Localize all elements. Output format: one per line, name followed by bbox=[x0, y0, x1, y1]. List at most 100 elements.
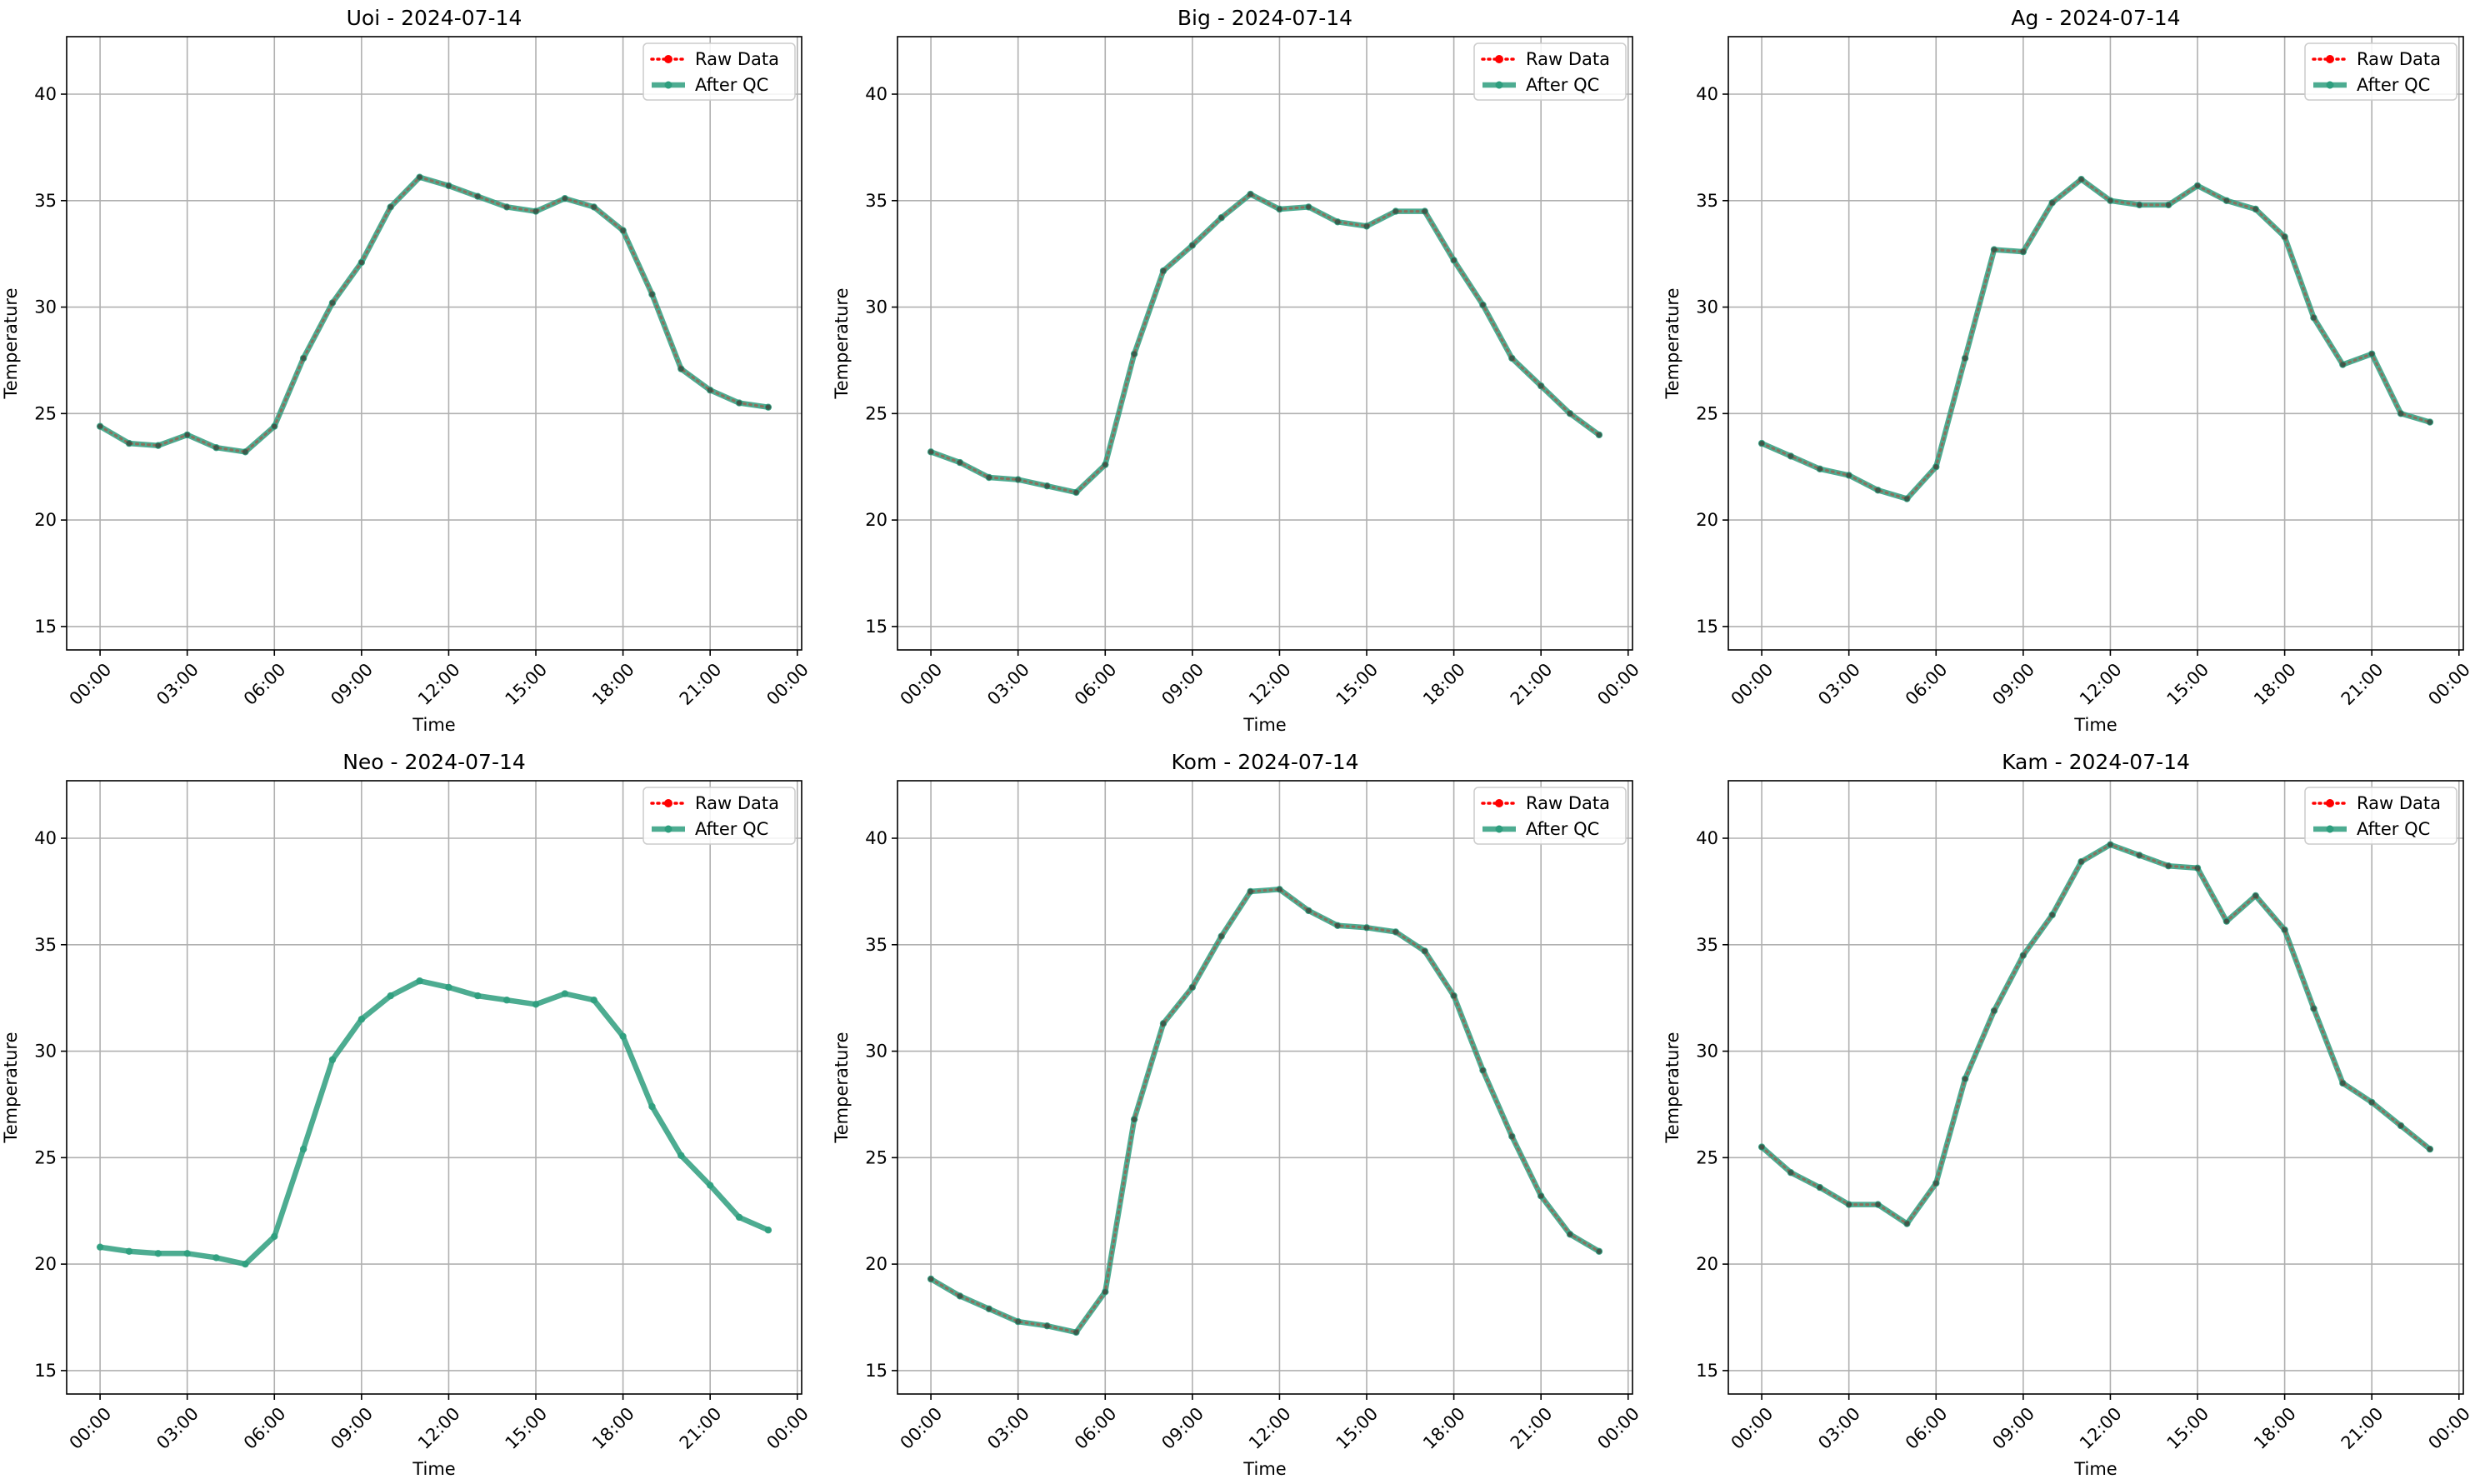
raw-data-point bbox=[1538, 382, 1544, 389]
raw-data-point bbox=[736, 400, 742, 406]
raw-data-point bbox=[1846, 472, 1852, 478]
y-tick-label: 25 bbox=[34, 403, 57, 423]
y-tick-label: 30 bbox=[34, 1042, 57, 1062]
raw-data-point bbox=[1189, 242, 1196, 248]
x-tick-label: 06:00 bbox=[1902, 1403, 1952, 1453]
raw-data-point bbox=[2020, 952, 2027, 958]
raw-data-point bbox=[1567, 1232, 1573, 1237]
chart-panel: 00:00 03:00 06:00 09:00 12:00 15:00 18:00 21:00… bbox=[1662, 6, 2474, 735]
raw-data-point bbox=[1758, 440, 1765, 447]
raw-data-point bbox=[928, 449, 934, 455]
raw-data-point bbox=[1509, 1133, 1515, 1139]
raw-data-point bbox=[1596, 1248, 1602, 1254]
series-line-after-qc bbox=[1758, 176, 2433, 502]
raw-data-point bbox=[986, 1306, 992, 1312]
legend-label: Raw Data bbox=[1526, 49, 1610, 69]
y-tick-label: 15 bbox=[1696, 617, 1718, 637]
y-tick-label: 35 bbox=[1696, 935, 1718, 955]
x-tick-label: 18:00 bbox=[1419, 1403, 1469, 1453]
after-qc-point bbox=[299, 1145, 308, 1153]
raw-data-point bbox=[1131, 1117, 1138, 1122]
x-tick-label: 06:00 bbox=[1071, 659, 1121, 709]
raw-data-point bbox=[155, 442, 162, 448]
x-tick-label: 09:00 bbox=[327, 1403, 377, 1453]
raw-data-point bbox=[2194, 182, 2201, 189]
raw-data-point bbox=[1218, 215, 1224, 221]
chart-panel: 00:00 03:00 06:00 09:00 12:00 15:00 18:00 21:00… bbox=[1662, 750, 2474, 1479]
x-tick-label: 06:00 bbox=[1071, 1403, 1121, 1453]
y-tick-label: 30 bbox=[1696, 1042, 1718, 1062]
x-axis-label: Time bbox=[1242, 715, 1286, 735]
raw-data-point bbox=[503, 204, 510, 210]
y-tick-label: 20 bbox=[865, 1254, 888, 1274]
raw-data-point bbox=[2311, 315, 2317, 321]
after-qc-point bbox=[532, 1001, 540, 1008]
raw-data-point bbox=[2282, 234, 2288, 240]
legend-raw-marker bbox=[2326, 799, 2334, 807]
x-tick-label: 18:00 bbox=[588, 1403, 638, 1453]
legend-label: Raw Data bbox=[695, 49, 779, 69]
raw-data-point bbox=[1248, 191, 1253, 197]
chart-title: Ag - 2024-07-14 bbox=[2011, 6, 2180, 30]
chart-title: Kam - 2024-07-14 bbox=[2002, 750, 2190, 774]
raw-data-point bbox=[1904, 1221, 1910, 1227]
after-qc-point bbox=[445, 983, 452, 992]
raw-data-point bbox=[1334, 922, 1341, 928]
y-tick-label: 15 bbox=[34, 617, 57, 637]
y-tick-label: 35 bbox=[865, 935, 888, 955]
x-tick-label: 12:00 bbox=[1245, 1403, 1295, 1453]
x-tick-label: 09:00 bbox=[1988, 659, 2038, 709]
series-line-after-qc bbox=[928, 191, 1602, 496]
after-qc-point bbox=[590, 997, 598, 1004]
chart-title: Kom - 2024-07-14 bbox=[1172, 750, 1359, 774]
raw-data-point bbox=[2398, 1122, 2404, 1129]
x-tick-label: 09:00 bbox=[1158, 1403, 1208, 1453]
chart-title: Uoi - 2024-07-14 bbox=[347, 6, 522, 30]
x-tick-label: 03:00 bbox=[152, 659, 202, 709]
series-line-after-qc bbox=[1758, 842, 2433, 1227]
raw-data-point bbox=[1788, 1170, 1794, 1176]
raw-data-point bbox=[2427, 1146, 2433, 1152]
raw-data-point bbox=[2398, 411, 2404, 417]
raw-data-point bbox=[2165, 202, 2172, 208]
raw-data-point bbox=[1073, 489, 1079, 496]
after-qc-point bbox=[242, 1260, 249, 1268]
raw-data-point bbox=[2108, 197, 2113, 203]
y-tick-label: 40 bbox=[865, 828, 888, 848]
raw-data-point bbox=[562, 196, 568, 202]
x-tick-label: 00:00 bbox=[897, 1403, 947, 1453]
legend-qc-marker bbox=[1495, 825, 1503, 833]
x-tick-label: 00:00 bbox=[66, 659, 116, 709]
legend: Raw Data After QC bbox=[1473, 787, 1627, 845]
x-tick-label: 03:00 bbox=[983, 1403, 1033, 1453]
raw-data-point bbox=[2368, 1099, 2375, 1106]
y-axis-label: Temperature bbox=[1, 1032, 21, 1143]
x-tick-label: 18:00 bbox=[2250, 1403, 2300, 1453]
raw-data-point bbox=[1131, 351, 1138, 357]
after-qc-point bbox=[678, 1152, 685, 1159]
y-tick-label: 15 bbox=[865, 1361, 888, 1381]
raw-data-point bbox=[1248, 888, 1253, 895]
x-tick-label: 12:00 bbox=[414, 1403, 464, 1453]
raw-data-point bbox=[2340, 362, 2346, 367]
x-tick-label: 00:00 bbox=[1593, 659, 1643, 709]
y-tick-label: 20 bbox=[865, 510, 888, 530]
y-tick-label: 25 bbox=[1696, 1147, 1718, 1167]
legend-label: After QC bbox=[695, 75, 768, 95]
raw-data-point bbox=[1962, 355, 1968, 362]
raw-data-point bbox=[2078, 858, 2084, 865]
legend-qc-marker bbox=[664, 81, 672, 89]
raw-data-point bbox=[532, 208, 539, 214]
raw-data-point bbox=[2252, 206, 2258, 212]
raw-data-point bbox=[2137, 202, 2142, 208]
x-tick-label: 21:00 bbox=[1507, 1403, 1557, 1453]
series-line-raw-data bbox=[1760, 843, 2432, 1226]
x-tick-label: 21:00 bbox=[676, 1403, 726, 1453]
raw-data-point bbox=[1102, 1289, 1108, 1295]
legend-raw-marker bbox=[2326, 55, 2334, 63]
legend-label: After QC bbox=[1526, 819, 1599, 839]
y-tick-label: 40 bbox=[34, 828, 57, 848]
y-axis-label: Temperature bbox=[1662, 1032, 1682, 1143]
x-tick-label: 12:00 bbox=[2076, 659, 2126, 709]
raw-data-point bbox=[2340, 1080, 2346, 1087]
